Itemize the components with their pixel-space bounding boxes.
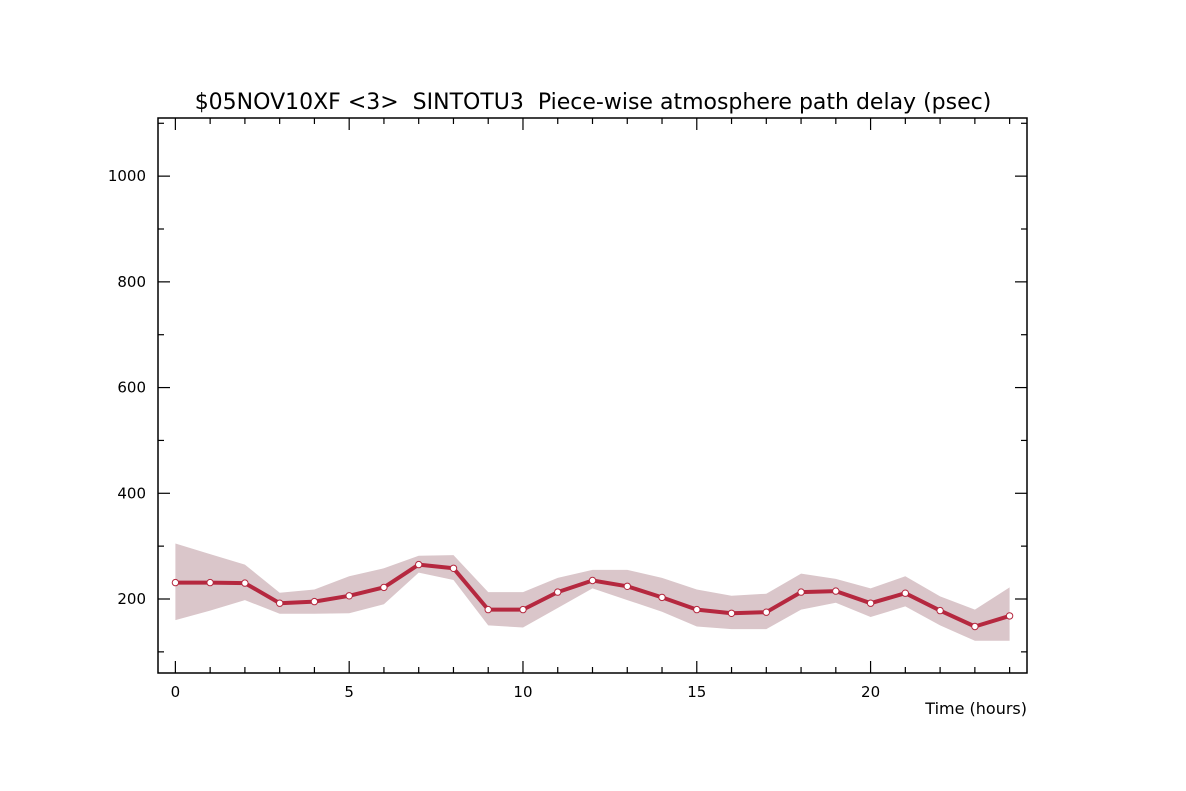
- x-axis-label: Time (hours): [924, 699, 1027, 718]
- data-point: [520, 606, 526, 612]
- y-tick-label: 800: [117, 273, 146, 291]
- x-tick-label: 20: [861, 683, 880, 701]
- data-point: [902, 590, 908, 596]
- uncertainty-band: [175, 544, 1009, 641]
- y-tick-label: 600: [117, 379, 146, 397]
- data-point: [624, 583, 630, 589]
- data-point: [728, 610, 734, 616]
- y-tick-label: 400: [117, 484, 146, 502]
- data-point: [937, 607, 943, 613]
- chart-canvas: $05NOV10XF <3> SINTOTU3 Piece-wise atmos…: [0, 0, 1186, 791]
- x-tick-label: 5: [344, 683, 354, 701]
- data-point: [311, 598, 317, 604]
- data-point: [242, 580, 248, 586]
- data-point: [416, 561, 422, 567]
- data-point: [798, 589, 804, 595]
- data-point: [346, 593, 352, 599]
- chart-title: $05NOV10XF <3> SINTOTU3 Piece-wise atmos…: [195, 90, 992, 115]
- data-point: [277, 600, 283, 606]
- data-point: [833, 588, 839, 594]
- x-tick-label: 0: [171, 683, 181, 701]
- data-point: [381, 584, 387, 590]
- data-point: [694, 606, 700, 612]
- x-tick-label: 15: [687, 683, 706, 701]
- data-point: [589, 577, 595, 583]
- x-tick-label: 10: [513, 683, 532, 701]
- data-point: [207, 579, 213, 585]
- uncertainty-band-layer: [175, 544, 1009, 641]
- data-point: [1006, 613, 1012, 619]
- data-point: [972, 623, 978, 629]
- data-point: [659, 594, 665, 600]
- y-tick-label: 200: [117, 590, 146, 608]
- data-point: [485, 606, 491, 612]
- data-point: [763, 609, 769, 615]
- data-point: [867, 600, 873, 606]
- data-point: [450, 565, 456, 571]
- data-point: [555, 589, 561, 595]
- y-tick-label: 1000: [108, 167, 146, 185]
- data-point: [172, 579, 178, 585]
